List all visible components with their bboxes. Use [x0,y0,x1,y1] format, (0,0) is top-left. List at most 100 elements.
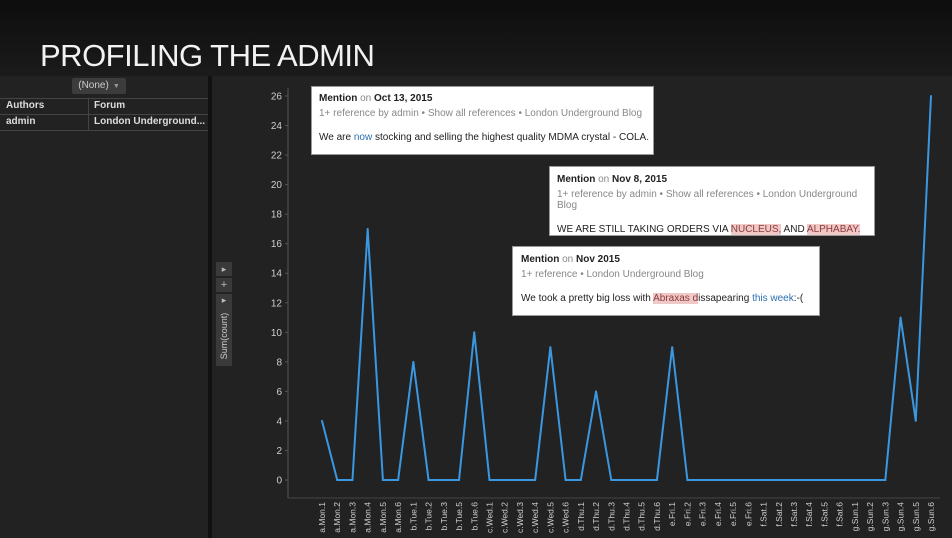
x-tick-label: f.Sat.3 [789,502,799,527]
data-point[interactable] [366,227,369,230]
body-link[interactable]: this week [752,293,794,304]
data-point[interactable] [503,479,506,481]
data-point[interactable] [564,479,567,481]
y-tick-label: 6 [276,387,282,398]
callout-subline[interactable]: 1+ reference by admin • Show all referen… [557,189,858,211]
x-tick-label: f.Sat.6 [835,502,845,527]
data-point[interactable] [671,346,674,349]
body-text: We are [319,132,354,143]
column-header-forum[interactable]: Forum [94,100,126,111]
y-tick-label: 8 [276,357,282,368]
table-border-top [0,98,208,99]
x-tick-label: b.Tue.1 [408,502,418,531]
column-header-authors[interactable]: Authors [6,100,45,111]
data-point[interactable] [853,479,856,481]
data-point[interactable] [625,479,628,481]
callout-subline[interactable]: 1+ reference • London Underground Blog [521,269,704,280]
x-tick-label: c.Wed.3 [515,502,525,533]
x-tick-label: a.Mon.4 [363,502,373,533]
callout-header: Mention on Oct 13, 2015 [319,93,646,104]
x-tick-label: g.Sun.3 [880,502,890,532]
x-tick-label: d.Thu.4 [622,502,632,531]
body-link[interactable]: now [353,132,373,143]
callout-body: We took a pretty big loss with Abraxas d… [521,293,811,304]
data-point[interactable] [930,95,932,97]
highlighted-term: Abraxas d [653,293,699,304]
mention-callout-1[interactable]: Mention on Oct 13, 2015 1+ reference by … [311,86,654,155]
data-point[interactable] [442,479,445,481]
data-point[interactable] [351,479,354,481]
table-border-header [0,114,208,115]
callout-subline[interactable]: 1+ reference by admin • Show all referen… [319,108,643,119]
data-point[interactable] [397,479,400,481]
data-point[interactable] [884,479,887,481]
mention-date: Oct 13, 2015 [374,93,433,104]
series-group [321,95,932,481]
y-axis-title-pill[interactable]: Sum(count) [216,306,232,366]
data-point[interactable] [518,479,521,481]
data-point[interactable] [610,479,613,481]
data-point[interactable] [336,479,339,481]
panel-splitter[interactable] [208,76,212,538]
x-tick-label: d.Thu.2 [591,502,601,531]
x-tick-label: f.Sat.1 [759,502,769,527]
y-tick-label: 0 [276,476,282,487]
chevron-down-icon: ▼ [112,83,120,90]
mention-date: Nov 8, 2015 [612,174,668,185]
x-tick-label: b.Tue.5 [454,502,464,531]
data-point[interactable] [762,479,765,481]
y-tick-label: 18 [271,210,283,221]
header-band [0,0,952,76]
on-word: on [598,174,610,185]
data-point[interactable] [655,479,658,481]
add-axis-button[interactable]: + [216,278,232,292]
data-point[interactable] [914,419,917,422]
y-tick-label: 14 [271,269,283,280]
table-cell-forum[interactable]: London Underground... [94,116,206,127]
x-tick-label: d.Thu.3 [606,502,616,531]
data-point[interactable] [838,479,841,481]
body-text: WE ARE STILL TAKING ORDERS VIA [557,224,731,235]
data-point[interactable] [716,479,719,481]
filter-dropdown[interactable]: (None) ▼ [72,78,126,94]
data-point[interactable] [899,316,902,319]
data-point[interactable] [488,479,491,481]
data-point[interactable] [869,479,872,481]
y-tick-label: 24 [271,121,283,132]
data-point[interactable] [412,360,415,363]
left-panel [0,76,208,538]
data-point[interactable] [747,479,750,481]
expand-arrow-icon[interactable]: ▸ [216,262,232,276]
data-point[interactable] [534,479,537,481]
on-word: on [562,254,574,265]
mention-callout-2[interactable]: Mention on Nov 8, 2015 1+ reference by a… [549,166,875,236]
y-tick-label: 4 [276,416,282,427]
data-point[interactable] [686,479,689,481]
data-point[interactable] [321,419,323,422]
mention-callout-3[interactable]: Mention on Nov 2015 1+ reference • Londo… [512,246,820,316]
mention-label: Mention [557,174,596,185]
x-tick-label: g.Sun.6 [926,502,936,532]
x-tick-label: f.Sat.4 [804,502,814,527]
data-point[interactable] [381,479,384,481]
data-point[interactable] [808,479,811,481]
data-point[interactable] [458,479,461,481]
x-tick-label: d.Thu.6 [652,502,662,531]
axis-menu-arrow-icon[interactable]: ▸ [216,294,232,306]
data-point[interactable] [473,331,476,334]
mention-label: Mention [319,93,358,104]
data-point[interactable] [823,479,826,481]
table-column-divider [88,98,89,130]
data-point[interactable] [777,479,780,481]
x-tick-label: b.Tue.6 [469,502,479,531]
data-point[interactable] [792,479,795,481]
table-cell-author[interactable]: admin [6,116,36,127]
data-point[interactable] [549,346,552,349]
data-point[interactable] [579,479,582,481]
data-point[interactable] [732,479,735,481]
data-point[interactable] [640,479,643,481]
data-point[interactable] [595,390,598,393]
data-point[interactable] [427,479,430,481]
data-point[interactable] [701,479,704,481]
mention-label: Mention [521,254,560,265]
